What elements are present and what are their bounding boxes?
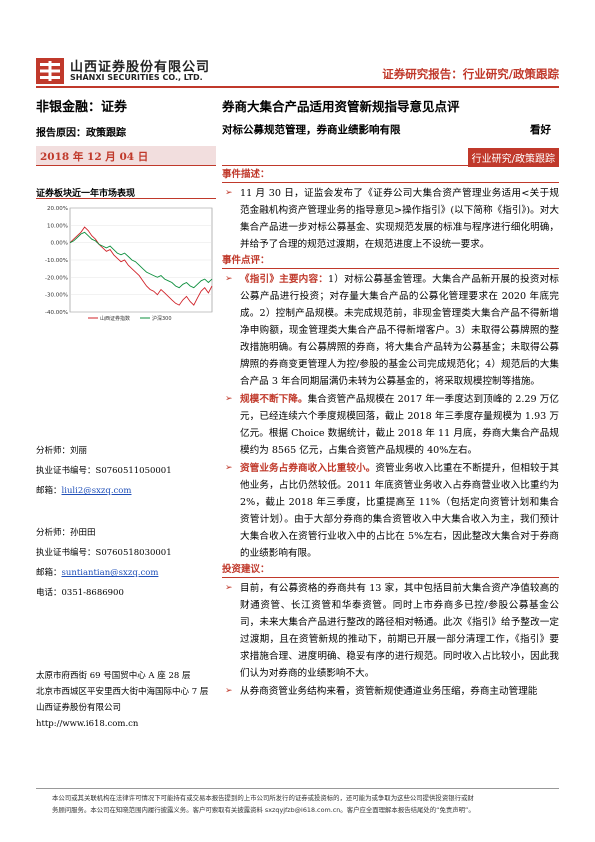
date-bar: 2018 年 12 月 04 日 [36,146,216,166]
series-line-2 [69,231,213,289]
report-category: 行业研究/政策跟踪 [467,148,559,167]
y-tick-label: -20.00% [45,275,68,281]
chart-divider [36,198,216,199]
category-bar: 行业研究/政策跟踪 [222,146,559,167]
legend-label: 沪深300 [152,315,172,322]
section-heading-comment: 事件点评： [222,255,270,266]
paragraph-text: 资管业务收入比重在不断提升，但相较于其他业务，占比仍然较低。2011 年底资管业… [240,463,560,559]
analyst-2-name: 分析师：孙田田 [36,528,96,538]
event-text: 11 月 30 日，证监会发布了《证券公司大集合资产管理业务适用<关于规范金融机… [240,188,559,250]
email-label: 邮箱： [36,486,62,496]
legend-label: 山西证券指数 [100,315,130,322]
comment-paragraph-3: ➢ 资管业务占券商收入比重较小。资管业务收入比重在不断提升，但相较于其他业务，占… [222,460,559,562]
paragraph-highlight: 规模不断下降。 [240,394,308,405]
section-divider [222,268,559,269]
main-content: 事件描述： ➢ 11 月 30 日，证监会发布了《证券公司大集合资产管理业务适用… [222,168,559,701]
bullet-arrow-icon: ➢ [225,463,233,473]
bullet-arrow-icon: ➢ [225,188,233,198]
performance-chart: 20.00% 10.00% 0.00% -10.00% -20.00% -30.00% -4… [45,206,213,322]
logo-chinese-name: 山西证券股份有限公司 [70,60,211,75]
analyst-1-cert: 执业证书编号：S0760511050001 [36,466,172,476]
footer-divider [36,788,559,789]
address-website[interactable]: http://www.i618.com.cn [36,719,139,729]
advice-paragraph-1: ➢ 目前，有公募资格的券商共有 13 家，其中包括目前大集合资产净值较高的财通资… [222,580,559,682]
analyst-2-email-link[interactable]: suntiantian@sxzq.com [61,568,159,578]
section-divider [222,182,559,183]
comment-paragraph-2: ➢ 规模不断下降。集合资管产品规模在 2017 年一季度达到顶峰的 2.29 万… [222,391,559,459]
event-paragraph: ➢ 11 月 30 日，证监会发布了《证券公司大集合资产管理业务适用<关于规范金… [222,185,559,253]
bullet-arrow-icon: ➢ [225,686,233,696]
comment-paragraph-1: ➢ 《指引》主要内容：1）对标公募基金管理。大集合产品新开展的投资对标公募产品进… [222,271,559,390]
report-type: 证券研究报告：行业研究/政策跟踪 [382,67,559,81]
company-logo: 山西证券股份有限公司 SHANXI SECURITIES CO., LTD. [36,56,216,86]
analyst-2-email: 邮箱：suntiantian@sxzq.com [36,566,158,578]
series-line-1 [69,226,213,306]
bullet-arrow-icon: ➢ [225,583,233,593]
section-heading-event: 事件描述： [222,169,270,180]
y-tick-label: 0.00% [51,241,68,247]
logo-mark-icon [36,58,64,84]
document-subtitle: 对标公募规范管理，券商业绩影响有限 [222,124,401,136]
y-tick-label: 20.00% [47,206,68,212]
analyst-1-name: 分析师：刘丽 [36,446,88,456]
advice-paragraph-2: ➢ 从券商资管业务结构来看，资管新规使通道业务压缩，券商主动管理能 [222,683,559,700]
paragraph-highlight: 资管业务占券商收入比重较小。 [240,463,376,474]
address-company: 山西证券股份有限公司 [36,703,122,713]
paragraph-text: 从券商资管业务结构来看，资管新规使通道业务压缩，券商主动管理能 [240,686,538,697]
disclaimer-line-2: 务顾问服务。本公司在知晓范围内履行披露义务。客户可索取有关披露资料 sxzqyj… [52,806,475,814]
paragraph-text: 目前，有公募资格的券商共有 13 家，其中包括目前大集合资产净值较高的财通资管、… [240,583,559,679]
paragraph-text: 1）对标公募基金管理。大集合产品新开展的投资对标公募产品进行投资；对存量大集合产… [240,274,560,387]
analyst-1-email-link[interactable]: liuli2@sxzq.com [61,486,132,496]
rating: 看好 [530,124,551,136]
disclaimer-footer: 本公司或其关联机构在法律许可情况下可能持有或交易本报告提到的上市公司所发行的证券… [52,792,555,816]
disclaimer-line-1: 本公司或其关联机构在法律许可情况下可能持有或交易本报告提到的上市公司所发行的证券… [52,794,474,802]
section-divider [222,577,559,578]
chart-title: 证券板块近一年市场表现 [36,189,136,199]
paragraph-text: 集合资管产品规模在 2017 年一季度达到顶峰的 2.29 万亿元，已经连续六个… [240,394,559,456]
y-tick-label: -30.00% [45,293,68,299]
paragraph-highlight: 《指引》主要内容： [240,274,329,285]
sector-label: 非银金融：证券 [36,100,128,115]
header-divider [36,86,559,88]
report-date: 2018 年 12 月 04 日 [40,151,149,163]
analyst-2-cert: 执业证书编号：S0760518030001 [36,548,172,558]
bullet-arrow-icon: ➢ [225,274,233,284]
y-tick-label: -10.00% [45,258,68,264]
section-heading-advice: 投资建议： [222,564,270,575]
analyst-1-email: 邮箱：liuli2@sxzq.com [36,484,132,496]
company-address: 太原市府西街 69 号国贸中心 A 座 28 层 北京市西城区平安里西大街中海国… [36,668,216,732]
address-line-1: 太原市府西街 69 号国贸中心 A 座 28 层 [36,671,191,681]
email-label: 邮箱： [36,568,62,578]
document-title: 券商大集合产品适用资管新规指导意见点评 [222,99,460,114]
analyst-2-phone: 电话：0351-8686900 [36,588,124,598]
address-line-2: 北京市西城区平安里西大街中海国际中心 7 层 [36,687,209,697]
bullet-arrow-icon: ➢ [225,394,233,404]
y-tick-label: -40.00% [45,310,68,316]
y-tick-label: 10.00% [47,223,68,229]
logo-english-name: SHANXI SECURITIES CO., LTD. [70,73,203,82]
report-reason: 报告原因：政策跟踪 [36,128,126,139]
